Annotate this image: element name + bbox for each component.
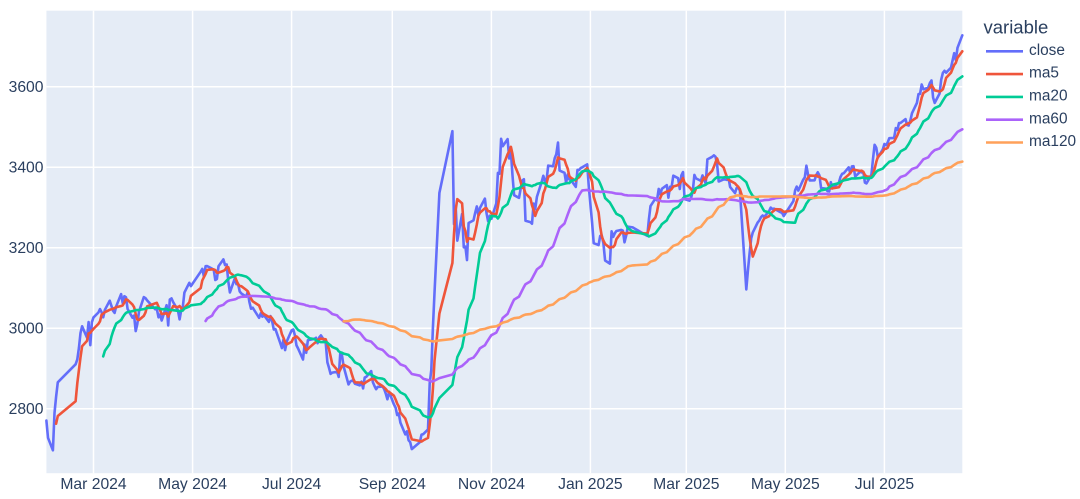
svg-text:3000: 3000 (9, 321, 44, 338)
svg-text:ma120: ma120 (1029, 133, 1076, 150)
svg-text:3400: 3400 (9, 160, 44, 177)
svg-text:close: close (1029, 42, 1065, 59)
svg-text:Jan 2025: Jan 2025 (558, 476, 623, 493)
svg-text:ma5: ma5 (1029, 65, 1059, 82)
svg-text:Nov 2024: Nov 2024 (458, 476, 525, 493)
svg-text:Mar 2025: Mar 2025 (653, 476, 720, 493)
svg-text:Mar 2024: Mar 2024 (60, 476, 127, 493)
svg-text:ma60: ma60 (1029, 110, 1068, 127)
svg-text:variable: variable (984, 17, 1049, 38)
svg-text:2800: 2800 (9, 401, 44, 418)
svg-text:Jul 2024: Jul 2024 (262, 476, 322, 493)
svg-text:Sep 2024: Sep 2024 (359, 476, 426, 493)
svg-text:Jul 2025: Jul 2025 (855, 476, 915, 493)
svg-text:ma20: ma20 (1029, 88, 1068, 105)
svg-text:3600: 3600 (9, 79, 44, 96)
svg-text:May 2024: May 2024 (158, 476, 227, 493)
svg-text:May 2025: May 2025 (751, 476, 820, 493)
svg-text:3200: 3200 (9, 240, 44, 257)
